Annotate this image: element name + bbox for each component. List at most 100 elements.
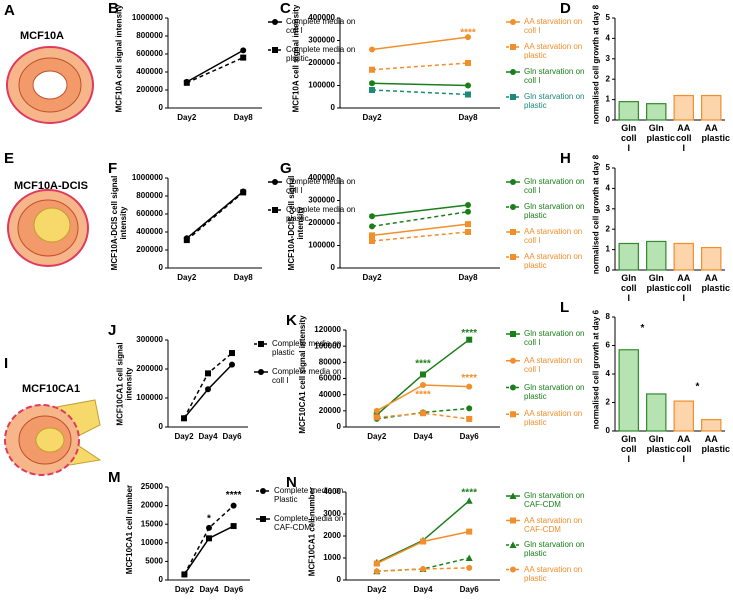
y-axis-label: MCF10A cell signal intensity bbox=[114, 4, 124, 113]
series-line bbox=[376, 407, 470, 420]
annotation: **** bbox=[461, 488, 477, 499]
bar bbox=[673, 242, 694, 271]
point bbox=[420, 381, 426, 388]
panel-letter: E bbox=[4, 150, 15, 167]
y-tick-label: 200000 bbox=[136, 364, 163, 373]
annotation: **** bbox=[415, 359, 431, 370]
y-tick-label: 1000 bbox=[323, 553, 341, 562]
point bbox=[466, 405, 473, 412]
y-tick-label: 60000 bbox=[319, 374, 342, 383]
cell-line-label: MCF10A bbox=[20, 30, 65, 42]
y-tick-label: 1 bbox=[606, 245, 611, 254]
legend-label: AA starvation on plastic bbox=[524, 42, 583, 60]
panel-letter: D bbox=[560, 0, 571, 17]
y-tick-label: 0 bbox=[606, 265, 611, 274]
y-tick-label: 300000 bbox=[308, 36, 335, 45]
point bbox=[369, 80, 375, 87]
y-tick-label: 200000 bbox=[308, 58, 335, 67]
legend-label: AA starvation on plastic bbox=[524, 252, 583, 270]
point bbox=[373, 414, 380, 421]
legend-marker bbox=[510, 204, 516, 210]
point bbox=[230, 502, 237, 509]
legend-marker bbox=[510, 517, 516, 524]
legend-marker bbox=[510, 69, 516, 75]
bar bbox=[701, 419, 722, 432]
x-tick-label: Day8 bbox=[458, 273, 478, 282]
bar bbox=[646, 240, 667, 271]
series-line bbox=[183, 525, 234, 575]
x-tick-label: Gln coll I bbox=[620, 123, 637, 153]
point bbox=[466, 336, 473, 343]
point bbox=[373, 560, 380, 567]
y-axis-label: MCF10CA1 cell signal intensity bbox=[297, 314, 307, 434]
annotation: **** bbox=[461, 373, 477, 384]
series-line bbox=[376, 530, 470, 565]
y-tick-label: 4 bbox=[606, 34, 611, 43]
x-tick-label: Day6 bbox=[460, 432, 480, 441]
x-tick-label: Gln coll I bbox=[620, 273, 637, 303]
legend-label: Gln starvation on coll I bbox=[524, 329, 585, 347]
x-tick-label: Day8 bbox=[458, 113, 478, 122]
bar bbox=[618, 101, 639, 121]
y-axis-label: normalised cell growth at day 8 bbox=[591, 4, 601, 125]
y-tick-label: 100000 bbox=[308, 241, 335, 250]
panel-letter: H bbox=[560, 150, 571, 167]
x-tick-label: Day2 bbox=[177, 273, 197, 282]
y-tick-label: 20000 bbox=[141, 501, 164, 510]
panel-letter: N bbox=[286, 474, 297, 491]
point bbox=[183, 237, 190, 244]
legend-marker bbox=[272, 19, 278, 25]
legend-marker bbox=[272, 179, 278, 185]
point bbox=[465, 82, 471, 89]
legend-label: Gln starvation on plastic bbox=[524, 382, 585, 401]
legend-marker bbox=[510, 19, 516, 25]
x-tick-label: Day2 bbox=[362, 113, 382, 122]
y-tick-label: 4000 bbox=[323, 487, 341, 496]
y-tick-label: 3 bbox=[606, 54, 611, 63]
legend-label: Gln starvation on plastic bbox=[524, 92, 585, 110]
x-tick-label: Day4 bbox=[413, 432, 433, 441]
cell-illustration-e bbox=[7, 189, 89, 267]
legend-marker bbox=[509, 541, 517, 548]
point bbox=[369, 223, 375, 230]
legend-marker bbox=[510, 331, 516, 337]
series-line bbox=[376, 500, 470, 564]
y-tick-label: 10000 bbox=[141, 538, 164, 547]
series-line bbox=[186, 56, 244, 84]
series-line bbox=[186, 49, 244, 83]
y-tick-label: 0 bbox=[159, 422, 164, 431]
legend-label: Gln starvation on coll I bbox=[524, 67, 585, 85]
legend-marker bbox=[272, 207, 278, 213]
y-tick-label: 0 bbox=[337, 422, 342, 431]
y-tick-label: 5 bbox=[606, 13, 611, 22]
y-tick-label: 0 bbox=[331, 103, 336, 112]
series-line bbox=[371, 62, 469, 71]
legend-marker bbox=[510, 411, 516, 418]
point bbox=[369, 66, 375, 73]
point bbox=[420, 410, 426, 417]
legend-label: Complete media on coll I bbox=[286, 177, 356, 195]
x-tick-label: Day2 bbox=[367, 585, 387, 594]
x-tick-label: Gln plastic bbox=[646, 273, 676, 293]
bar bbox=[673, 400, 694, 432]
series-line bbox=[371, 204, 469, 217]
y-tick-label: 0 bbox=[606, 426, 611, 435]
annotation: **** bbox=[226, 490, 242, 501]
point bbox=[183, 79, 190, 86]
legend-marker bbox=[510, 44, 516, 50]
annotation: **** bbox=[460, 27, 476, 38]
legend-label: AA starvation on plastic bbox=[524, 409, 583, 428]
bar bbox=[618, 242, 639, 271]
legend-label: AA starvation on coll I bbox=[524, 17, 583, 35]
point bbox=[466, 528, 473, 535]
annotation: * bbox=[641, 323, 645, 334]
x-tick-label: Gln coll I bbox=[620, 434, 637, 464]
x-tick-label: Gln plastic bbox=[646, 434, 676, 454]
y-tick-label: 2 bbox=[606, 74, 611, 83]
annotation: * bbox=[696, 381, 700, 392]
y-tick-label: 2 bbox=[606, 398, 611, 407]
point bbox=[369, 46, 375, 53]
annotation: * bbox=[207, 513, 211, 524]
panel-letter: K bbox=[286, 312, 297, 329]
point bbox=[229, 350, 235, 357]
